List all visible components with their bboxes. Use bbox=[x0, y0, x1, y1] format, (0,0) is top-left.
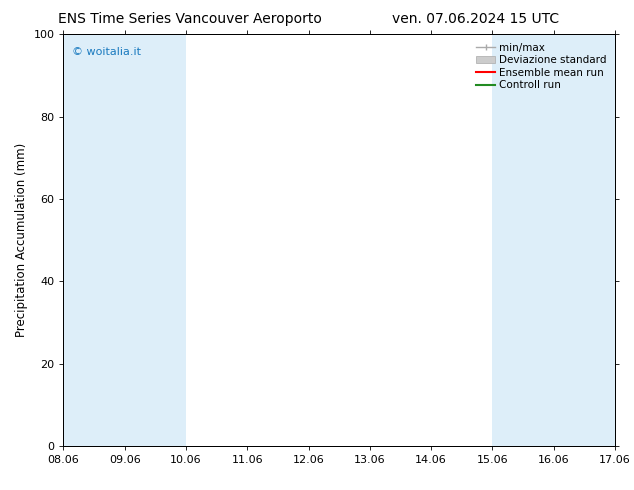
Text: ven. 07.06.2024 15 UTC: ven. 07.06.2024 15 UTC bbox=[392, 12, 559, 26]
Legend: min/max, Deviazione standard, Ensemble mean run, Controll run: min/max, Deviazione standard, Ensemble m… bbox=[473, 40, 610, 94]
Bar bbox=[125, 34, 186, 446]
Bar bbox=[493, 34, 553, 446]
Bar bbox=[63, 34, 125, 446]
Bar bbox=[553, 34, 615, 446]
Text: © woitalia.it: © woitalia.it bbox=[72, 47, 141, 57]
Y-axis label: Precipitation Accumulation (mm): Precipitation Accumulation (mm) bbox=[15, 143, 28, 337]
Text: ENS Time Series Vancouver Aeroporto: ENS Time Series Vancouver Aeroporto bbox=[58, 12, 322, 26]
